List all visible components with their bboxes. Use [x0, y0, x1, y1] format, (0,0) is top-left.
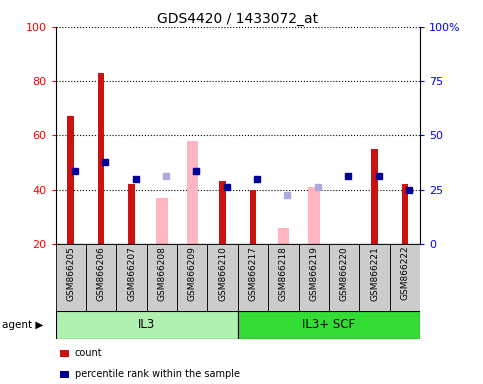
Bar	[56, 244, 86, 311]
Text: GSM866209: GSM866209	[188, 246, 197, 301]
Bar	[56, 311, 238, 339]
Bar	[298, 244, 329, 311]
Bar	[359, 244, 390, 311]
Bar	[308, 187, 320, 244]
Bar	[390, 244, 420, 311]
Bar	[238, 244, 268, 311]
Text: GSM866219: GSM866219	[309, 246, 318, 301]
Bar	[68, 116, 74, 244]
Text: GSM866222: GSM866222	[400, 246, 410, 301]
Bar	[208, 244, 238, 311]
Text: GSM866210: GSM866210	[218, 246, 227, 301]
Bar	[177, 244, 208, 311]
Text: GSM866208: GSM866208	[157, 246, 167, 301]
Bar	[402, 184, 408, 244]
Text: count: count	[75, 348, 102, 358]
Bar	[98, 73, 104, 244]
Text: GSM866206: GSM866206	[97, 246, 106, 301]
Bar	[128, 184, 135, 244]
Text: GSM866218: GSM866218	[279, 246, 288, 301]
Bar	[219, 182, 226, 244]
Bar	[278, 228, 289, 244]
Bar	[186, 141, 198, 244]
Bar	[250, 190, 256, 244]
Bar	[156, 198, 168, 244]
Bar	[371, 149, 378, 244]
Bar	[329, 244, 359, 311]
Bar	[86, 244, 116, 311]
Text: GSM866207: GSM866207	[127, 246, 136, 301]
Bar	[116, 244, 147, 311]
Text: GSM866205: GSM866205	[66, 246, 75, 301]
Bar	[147, 244, 177, 311]
Bar	[238, 311, 420, 339]
Text: percentile rank within the sample: percentile rank within the sample	[75, 369, 240, 379]
Text: GSM866220: GSM866220	[340, 246, 349, 301]
Bar	[268, 244, 298, 311]
Text: IL3: IL3	[138, 318, 156, 331]
Title: GDS4420 / 1433072_at: GDS4420 / 1433072_at	[157, 12, 318, 26]
Text: GSM866221: GSM866221	[370, 246, 379, 301]
Text: GSM866217: GSM866217	[249, 246, 257, 301]
Text: IL3+ SCF: IL3+ SCF	[302, 318, 355, 331]
Text: agent ▶: agent ▶	[2, 320, 44, 330]
